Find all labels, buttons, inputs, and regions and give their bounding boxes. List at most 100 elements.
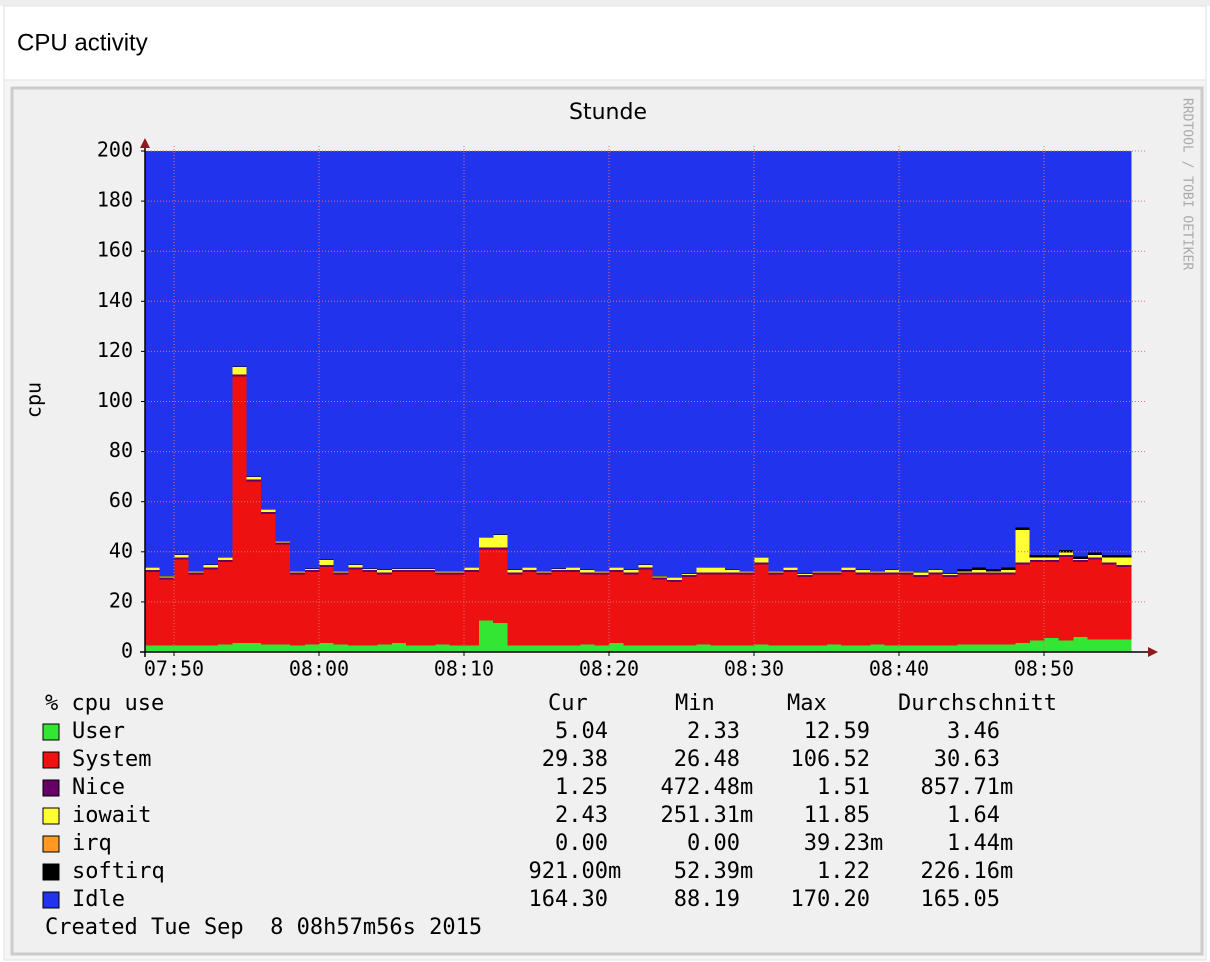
area-step <box>522 566 537 568</box>
area-step <box>638 645 653 652</box>
area-step <box>812 645 827 652</box>
area-step <box>435 572 450 575</box>
area-step <box>1102 564 1117 640</box>
area-step <box>1044 638 1059 652</box>
area-step <box>783 566 798 568</box>
area-step <box>565 566 581 568</box>
area-step <box>1058 549 1074 553</box>
area-step <box>435 571 450 573</box>
legend-column-header: Max <box>787 691 827 716</box>
area-step <box>855 645 871 652</box>
area-step <box>638 569 653 646</box>
area-step <box>652 576 668 577</box>
area-step <box>594 571 610 573</box>
area-step <box>855 574 871 646</box>
area-step <box>435 574 450 645</box>
legend-swatch <box>42 779 60 797</box>
area-step <box>826 151 842 572</box>
legend-stat: 472.48m <box>661 775 754 800</box>
area-step <box>1102 557 1117 563</box>
area-step <box>768 571 784 572</box>
area-step <box>246 151 262 477</box>
area-step <box>348 564 363 568</box>
area-step <box>217 556 233 558</box>
area-step <box>609 151 624 567</box>
area-step <box>507 645 523 652</box>
area-step <box>406 571 421 646</box>
area-step <box>232 643 247 652</box>
area-step <box>812 151 827 572</box>
area-step <box>290 572 305 575</box>
area-step <box>522 151 537 567</box>
area-step <box>145 567 160 570</box>
area-step <box>928 574 943 646</box>
area-step <box>638 564 653 565</box>
area-step <box>406 645 421 652</box>
area-step <box>551 571 566 646</box>
area-step <box>232 151 247 367</box>
area-step <box>391 571 407 644</box>
area-step <box>942 574 958 577</box>
area-step <box>768 571 784 573</box>
legend-stat: 5.04 <box>555 719 608 744</box>
area-step <box>1029 151 1045 555</box>
area-step <box>232 366 247 367</box>
area-step <box>783 571 798 646</box>
area-step <box>319 566 334 644</box>
area-step <box>377 569 392 570</box>
area-step <box>304 571 320 645</box>
area-step <box>580 151 595 570</box>
legend-stat: 2.43 <box>555 803 608 828</box>
area-step <box>493 623 508 652</box>
area-step <box>1073 559 1088 562</box>
area-step <box>304 569 320 572</box>
area-step <box>667 581 682 646</box>
area-step <box>551 569 566 570</box>
area-step <box>203 151 218 565</box>
x-tick-label: 08:20 <box>579 657 639 681</box>
area-step <box>188 571 204 573</box>
area-step <box>812 571 827 573</box>
area-step <box>1058 554 1074 557</box>
area-step <box>1044 554 1059 558</box>
legend-stat: 3.46 <box>947 719 1000 744</box>
x-tick-label: 08:50 <box>1014 657 1074 681</box>
area-step <box>478 549 494 621</box>
area-step <box>1029 559 1045 562</box>
area-step <box>826 571 842 573</box>
x-tick-label: 08:40 <box>869 657 929 681</box>
chart-title: Stunde <box>569 100 647 125</box>
area-step <box>1116 557 1132 565</box>
area-step <box>203 567 218 570</box>
area-step <box>580 569 595 570</box>
area-step <box>1029 640 1045 652</box>
area-step <box>754 644 769 652</box>
area-step <box>565 569 581 572</box>
area-step <box>406 151 421 569</box>
area-step <box>536 571 552 572</box>
area-step <box>1029 554 1045 558</box>
area-step <box>580 569 595 573</box>
legend-column-header: Min <box>675 691 715 716</box>
area-step <box>667 576 682 578</box>
area-step <box>870 572 885 575</box>
area-step <box>449 151 465 572</box>
area-step <box>812 572 827 575</box>
area-step <box>638 151 653 565</box>
legend-label: iowait <box>72 803 151 828</box>
area-step <box>739 574 755 646</box>
area-step <box>609 567 624 570</box>
area-step <box>681 576 697 646</box>
area-step <box>217 561 233 645</box>
area-step <box>652 577 668 580</box>
area-step <box>232 374 247 377</box>
area-step <box>841 566 856 568</box>
area-step <box>826 574 842 645</box>
area-step <box>884 151 900 570</box>
y-tick-label: 200 <box>97 138 133 162</box>
y-axis-arrow <box>140 138 150 148</box>
legend-swatch <box>42 807 60 825</box>
legend-stat: 52.39m <box>674 859 753 884</box>
area-step <box>710 574 726 646</box>
